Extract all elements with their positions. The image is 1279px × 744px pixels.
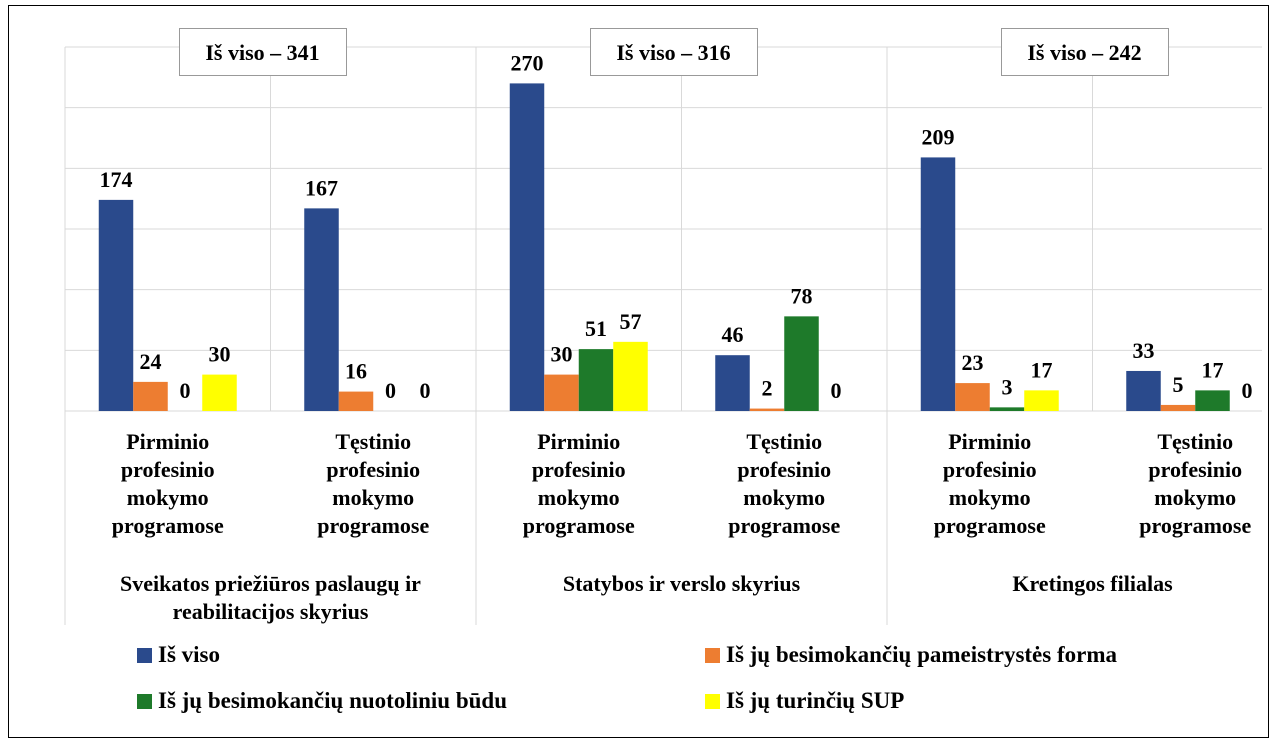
bar (989, 407, 1025, 411)
group-label: Statybos ir verslo skyrius (562, 571, 801, 596)
legend-label: Iš viso (158, 642, 220, 667)
bar (1195, 390, 1230, 411)
legend-item: Iš jų besimokančių nuotoliniu būdu (137, 688, 507, 714)
x-tick-label: Tęstinio profesinio mokymo programose (1139, 429, 1252, 538)
data-label: 0 (420, 378, 431, 403)
bar (715, 355, 750, 411)
x-tick-label: Tęstinio profesinio mokymo programose (728, 429, 841, 538)
data-label: 174 (100, 167, 133, 192)
data-label: 30 (551, 342, 573, 367)
bar (133, 381, 168, 411)
data-label: 30 (209, 342, 231, 367)
data-label: 17 (1202, 357, 1224, 382)
legend-swatch (137, 647, 152, 663)
data-label: 16 (345, 359, 367, 384)
bar (1126, 370, 1161, 411)
legend-label: Iš jų turinčių SUP (726, 688, 905, 713)
x-tick-label: Pirminio profesinio mokymo programose (933, 429, 1046, 538)
data-label: 24 (140, 349, 162, 374)
annotation: Iš viso – 341 (178, 28, 347, 76)
bar (98, 199, 134, 411)
bar (202, 374, 237, 411)
data-label: 23 (962, 350, 984, 375)
data-label: 0 (385, 378, 396, 403)
data-label: 167 (305, 175, 338, 200)
bar (920, 157, 956, 411)
legend-label: Iš jų besimokančių nuotoliniu būdu (158, 688, 507, 713)
legend-swatch (137, 693, 152, 709)
data-label: 0 (1242, 378, 1253, 403)
data-label: 17 (1031, 357, 1053, 382)
data-label: 46 (722, 322, 744, 347)
legend-swatch (705, 647, 720, 663)
data-label: 209 (922, 124, 955, 149)
bar (544, 374, 579, 411)
legend-swatch (705, 693, 720, 709)
bar (338, 391, 374, 411)
frame (8, 5, 1269, 738)
group-label: Kretingos filialas (1012, 571, 1173, 596)
legend-item: Iš jų turinčių SUP (705, 688, 904, 714)
data-label: 0 (831, 378, 842, 403)
legend-item: Iš jų besimokančių pameistrystės forma (705, 642, 1117, 668)
legend-item: Iš viso (137, 642, 220, 668)
data-label: 3 (1002, 374, 1013, 399)
x-tick-label: Pirminio profesinio mokymo programose (522, 429, 635, 538)
data-label: 33 (1133, 338, 1155, 363)
data-label: 51 (585, 316, 607, 341)
annotation: Iš viso – 316 (589, 28, 758, 76)
bar (749, 408, 785, 411)
data-label: 57 (620, 309, 642, 334)
data-label: 5 (1173, 372, 1184, 397)
x-tick-label: Pirminio profesinio mokymo programose (111, 429, 224, 538)
data-label: 2 (762, 376, 773, 401)
bar (578, 349, 614, 411)
data-label: 78 (791, 283, 813, 308)
bar (955, 383, 990, 411)
bar (784, 316, 819, 411)
bar (509, 83, 545, 412)
bar (1160, 404, 1196, 411)
bar (613, 341, 648, 411)
legend-label: Iš jų besimokančių pameistrystės forma (726, 642, 1117, 667)
x-tick-label: Tęstinio profesinio mokymo programose (317, 429, 430, 538)
data-label: 0 (180, 378, 191, 403)
bar (304, 208, 339, 411)
bar (1024, 390, 1059, 411)
group-label: Sveikatos priežiūros paslaugų ir reabili… (120, 571, 421, 624)
data-label: 270 (511, 50, 544, 75)
annotation: Iš viso – 242 (1000, 28, 1169, 76)
